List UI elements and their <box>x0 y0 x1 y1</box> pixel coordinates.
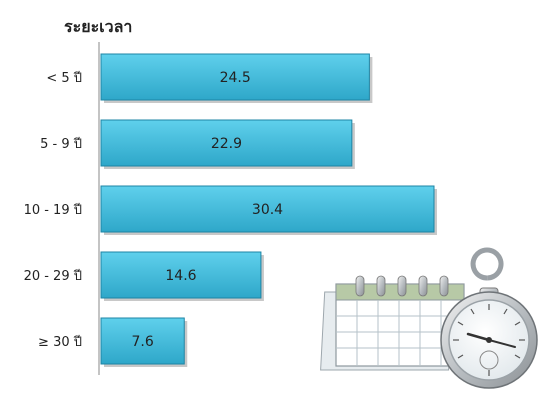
bar <box>100 251 262 299</box>
category-label: ≥ 30 ปี <box>38 334 82 350</box>
category-label: 10 - 19 ปี <box>24 202 82 218</box>
bar-value-label: 30.4 <box>252 202 283 218</box>
category-label: < 5 ปี <box>46 70 82 86</box>
bar-value-label: 22.9 <box>211 136 242 152</box>
pocket-watch-icon <box>440 247 538 389</box>
chart-title: ระยะเวลา <box>64 17 132 36</box>
category-labels-group: < 5 ปี 5 - 9 ปี 10 - 19 ปี 20 - 29 ปี ≥ 30 ป… <box>24 70 82 350</box>
category-label: 5 - 9 ปี <box>40 136 82 152</box>
bar <box>100 317 185 365</box>
bar-value-label: 14.6 <box>165 268 196 284</box>
bar-value-label: 7.6 <box>131 334 153 350</box>
calendar-icon <box>320 275 465 371</box>
category-label: 20 - 29 ปี <box>24 268 82 284</box>
calendar-watch-icon <box>320 247 538 389</box>
bar <box>100 185 435 233</box>
bar <box>100 53 370 101</box>
bar-value-label: 24.5 <box>220 70 251 86</box>
bars-group: 24.5 22.9 30.4 14.6 7.6 <box>100 53 437 367</box>
bar <box>100 119 353 167</box>
